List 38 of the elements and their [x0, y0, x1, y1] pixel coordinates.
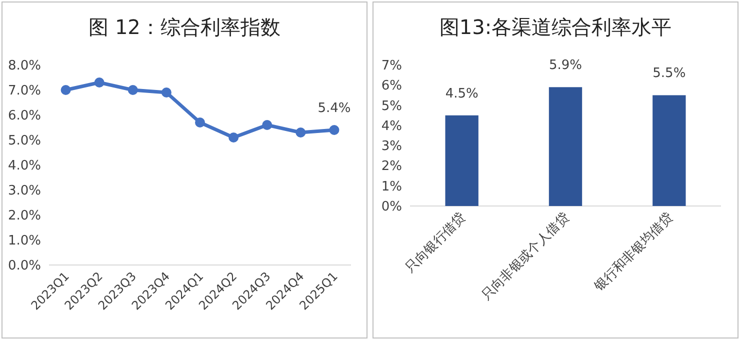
y-tick-label: 2%	[381, 159, 402, 174]
y-tick-label: 7.0%	[8, 84, 41, 98]
y-tick-label: 4%	[381, 118, 402, 134]
x-tick-label: 只向银行借贷	[402, 210, 469, 276]
y-tick-label: 6.0%	[8, 108, 41, 124]
point	[60, 85, 71, 95]
y-tick-label: 4.0%	[8, 158, 41, 174]
y-tick-label: 0%	[381, 200, 402, 214]
x-tick-label: 只向非银或个人借贷	[478, 210, 572, 304]
y-tick-label: 5%	[381, 98, 402, 114]
data-label: 4.5%	[445, 86, 478, 102]
point	[94, 78, 104, 88]
bar	[548, 87, 582, 206]
y-tick-label: 2.0%	[8, 208, 41, 224]
chart-title: 图 12：综合利率指数	[88, 15, 280, 39]
chart-title: 图13:各渠道综合利率水平	[439, 15, 672, 39]
y-tick-label: 1%	[381, 179, 402, 194]
y-tick-label: 6%	[381, 78, 402, 94]
point	[195, 118, 205, 128]
y-tick-label: 0.0%	[8, 258, 41, 274]
y-tick-label: 5.0%	[8, 134, 41, 148]
point	[161, 88, 172, 98]
data-label: 5.4%	[318, 101, 351, 116]
data-label: 5.5%	[652, 66, 686, 82]
data-label: 5.9%	[548, 58, 582, 74]
y-tick-label: 3%	[381, 139, 402, 154]
y-tick-label: 1.0%	[8, 234, 41, 248]
point	[228, 132, 239, 142]
x-tick-label: 银行和非银均借贷	[591, 210, 676, 296]
bar	[652, 95, 686, 206]
point	[128, 85, 138, 95]
y-tick-label: 3.0%	[8, 184, 41, 198]
y-tick-label: 8.0%	[8, 58, 41, 74]
bar	[445, 115, 478, 206]
point	[296, 128, 306, 138]
y-tick-label: 7%	[381, 58, 402, 74]
point	[262, 120, 272, 130]
point	[329, 125, 340, 135]
